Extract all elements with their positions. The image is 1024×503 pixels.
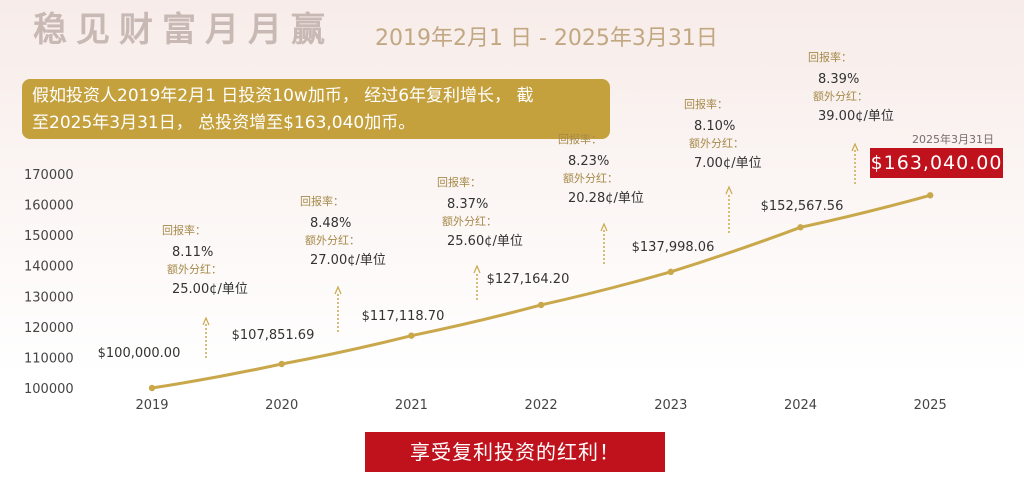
annotation-block: 回报率： 8.10% 额外分红： 7.00¢/单位 [684, 97, 762, 233]
point-value-label: $100,000.00 [98, 346, 181, 361]
return-value: 8.11% [172, 245, 213, 260]
data-point [278, 360, 285, 368]
return-value: 8.39% [818, 72, 859, 87]
dividend-value: 39.00¢/单位 [818, 109, 894, 124]
return-value: 8.48% [310, 216, 351, 231]
dividend-value: 27.00¢/单位 [310, 253, 386, 268]
return-value: 8.10% [694, 119, 735, 134]
data-point [148, 384, 156, 392]
annotation-block: 回报率： 8.48% 额外分红： 27.00¢/单位 [300, 194, 386, 332]
info-line-1: 假如投资人2019年2月1 日投资10w加币， 经过6年复利增长， 截 [32, 86, 534, 106]
final-value-badge: $163,040.00 [870, 148, 1003, 178]
data-point [537, 301, 545, 309]
y-tick-label: 160000 [24, 199, 74, 214]
x-tick-label: 2022 [525, 398, 558, 413]
annotation-block: 回报率： 8.23% 额外分红： 20.28¢/单位 [558, 132, 644, 264]
dividend-value: 20.28¢/单位 [568, 191, 644, 206]
arrow-head [725, 185, 733, 195]
arrow-head [202, 316, 210, 326]
bottom-banner: 享受复利投资的红利！ [365, 432, 665, 472]
dividend-label: 额外分红： [305, 234, 360, 247]
dividend-label: 额外分红： [689, 137, 744, 150]
return-label: 回报率： [808, 50, 852, 64]
return-label: 回报率： [300, 194, 344, 208]
info-box: 假如投资人2019年2月1 日投资10w加币， 经过6年复利增长， 截 至202… [22, 79, 610, 139]
x-tick-label: 2024 [784, 398, 817, 413]
arrow-head [334, 285, 342, 295]
point-value-label: $117,118.70 [362, 309, 445, 324]
return-value: 8.23% [568, 154, 609, 169]
data-point [667, 268, 674, 276]
annotation-block: 回报率： 8.39% 额外分红： 39.00¢/单位 [808, 50, 894, 184]
x-tick-label: 2019 [135, 398, 168, 413]
x-tick-label: 2023 [654, 398, 687, 413]
dividend-value: 7.00¢/单位 [694, 156, 762, 171]
annotation-block: 回报率： 8.11% 额外分红： 25.00¢/单位 [162, 223, 248, 358]
page-title: 稳见财富月月赢 [33, 10, 334, 50]
y-tick-label: 150000 [24, 229, 74, 244]
dividend-label: 额外分红： [167, 263, 222, 276]
y-tick-label: 100000 [24, 382, 74, 397]
data-point [408, 332, 415, 339]
return-label: 回报率： [558, 132, 602, 146]
y-tick-label: 120000 [24, 321, 74, 336]
return-label: 回报率： [437, 175, 481, 189]
date-range: 2019年2月1 日 - 2025年3月31日 [375, 26, 718, 51]
dividend-label: 额外分红： [813, 90, 868, 103]
arrow-head [851, 142, 859, 152]
y-tick-label: 130000 [24, 290, 74, 305]
dividend-label: 额外分红： [442, 215, 497, 228]
info-line-2: 至2025年3月31日， 总投资增至$163,040加币。 [32, 113, 416, 133]
y-tick-label: 170000 [24, 168, 74, 183]
x-tick-label: 2025 [914, 398, 947, 413]
data-point [927, 192, 934, 199]
x-tick-label: 2020 [265, 398, 298, 413]
dividend-value: 25.60¢/单位 [447, 234, 523, 249]
data-point [797, 224, 804, 231]
point-value-label: $137,998.06 [632, 240, 715, 255]
y-tick-label: 140000 [24, 260, 74, 275]
point-value-label: $127,164.20 [487, 272, 570, 287]
x-tick-label: 2021 [395, 398, 428, 413]
point-value-label: $107,851.69 [232, 328, 315, 343]
return-label: 回报率： [684, 97, 728, 111]
arrow-head [473, 264, 481, 274]
return-value: 8.37% [447, 197, 488, 212]
point-value-label: $152,567.56 [761, 199, 844, 214]
dividend-value: 25.00¢/单位 [172, 282, 248, 297]
dividend-label: 额外分红： [563, 172, 618, 185]
series-line [151, 193, 931, 390]
annotation-block: 回报率： 8.37% 额外分红： 25.60¢/单位 [437, 175, 523, 300]
return-label: 回报率： [162, 223, 206, 237]
y-tick-label: 110000 [24, 351, 74, 366]
arrow-head [600, 222, 608, 232]
final-date: 2025年3月31日 [912, 133, 994, 146]
